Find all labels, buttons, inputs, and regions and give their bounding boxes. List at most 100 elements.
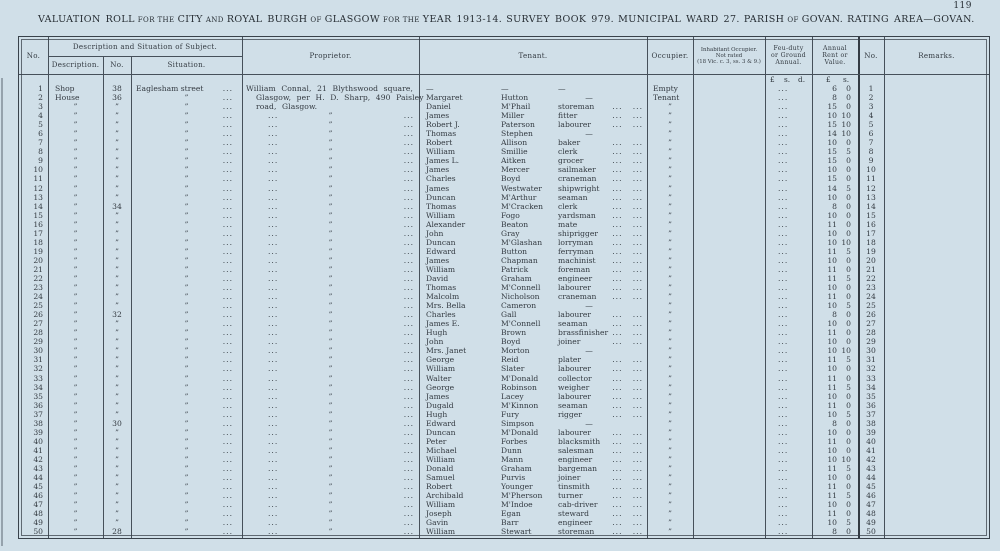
cell-entry-no-right: 39 bbox=[858, 428, 884, 437]
cell-description: ” bbox=[48, 292, 103, 301]
rent-pounds: 10 bbox=[827, 409, 837, 419]
tenant-surname: Gray bbox=[501, 228, 520, 238]
ditto-mark: ” bbox=[328, 491, 333, 501]
page-number: 119 bbox=[953, 1, 972, 11]
entry-no: 49 bbox=[33, 518, 43, 528]
cell-entry-no: 18 bbox=[19, 238, 48, 247]
rent-shillings: 10 bbox=[841, 120, 851, 130]
cell-proprietor: ...”... bbox=[242, 500, 419, 509]
cell-situation: ”... bbox=[131, 292, 242, 301]
col-header-occupier: Occupier. bbox=[651, 50, 689, 60]
cell-occupier: ” bbox=[647, 527, 693, 536]
leader-dots: ... bbox=[403, 454, 414, 464]
leader-dots: ... bbox=[403, 400, 414, 410]
title-segment: FOR THE bbox=[383, 16, 420, 24]
cell-description: ” bbox=[48, 220, 103, 229]
entry-no: 3 bbox=[868, 102, 874, 112]
leader-dots: ... bbox=[778, 500, 789, 510]
title-segment: PARISH bbox=[743, 14, 785, 25]
ditto-mark: ” bbox=[73, 355, 78, 365]
cell-feu: ... bbox=[765, 84, 812, 93]
rent-shillings: 0 bbox=[846, 292, 851, 302]
entry-no: 25 bbox=[866, 301, 876, 311]
rent-shillings: 0 bbox=[846, 436, 851, 446]
cell-description: ” bbox=[48, 184, 103, 193]
ditto-mark: ” bbox=[668, 102, 672, 112]
tenant-occupation: seaman bbox=[558, 400, 588, 410]
cell-occupier: ” bbox=[647, 401, 693, 410]
leader-dots: ... ... bbox=[612, 147, 643, 157]
ditto-mark: ” bbox=[73, 264, 78, 274]
cell-tenant: Robert J. Paterson labourer... ... bbox=[419, 120, 647, 129]
leader-dots: ... bbox=[268, 509, 279, 519]
ditto-mark: ” bbox=[668, 518, 672, 528]
leader-dots: ... ... bbox=[612, 454, 643, 464]
ditto-mark: ” bbox=[73, 165, 78, 175]
leader-dots: ... bbox=[222, 264, 233, 274]
cell-rent: 10 0 bbox=[812, 229, 858, 238]
cell-occupier: ” bbox=[647, 419, 693, 428]
cell-house-no: ” bbox=[103, 174, 131, 183]
tenant-forename: James bbox=[426, 255, 450, 265]
cell-description: ” bbox=[48, 174, 103, 183]
column-situation: Eaglesham street...”...”...”...”...”...”… bbox=[131, 84, 242, 537]
cell-inhabitant bbox=[693, 364, 765, 373]
cell-entry-no: 36 bbox=[19, 401, 48, 410]
ditto-mark: ” bbox=[328, 255, 333, 265]
ditto-mark: ” bbox=[115, 102, 119, 112]
tenant-forename: Robert J. bbox=[426, 120, 460, 130]
cell-situation: Eaglesham street... bbox=[131, 84, 242, 93]
cell-entry-no-right: 20 bbox=[858, 256, 884, 265]
ditto-mark: ” bbox=[668, 292, 672, 302]
cell-description: ” bbox=[48, 129, 103, 138]
leader-dots: ... bbox=[268, 201, 279, 211]
cell-rent: 11 0 bbox=[812, 482, 858, 491]
rent-pounds: 11 bbox=[827, 482, 837, 492]
ditto-mark: ” bbox=[73, 111, 78, 121]
tenant-occupation: blacksmith bbox=[558, 436, 601, 446]
leader-dots: ... bbox=[778, 147, 789, 157]
leader-dots: ... bbox=[403, 129, 414, 139]
cell-rent: 10 0 bbox=[812, 337, 858, 346]
rent-pounds: 10 bbox=[827, 192, 837, 202]
leader-dots: ... bbox=[222, 463, 233, 473]
cell-feu: ... bbox=[765, 184, 812, 193]
title-segment: YEAR 1913-14. bbox=[422, 14, 503, 25]
cell-entry-no-right: 31 bbox=[858, 355, 884, 364]
cell-proprietor: ...”... bbox=[242, 509, 419, 518]
tenant-forename: William bbox=[426, 500, 456, 510]
rule-no-left bbox=[48, 37, 49, 538]
rule-description bbox=[103, 56, 104, 538]
cell-entry-no: 2 bbox=[19, 93, 48, 102]
rent-shillings: 10 bbox=[841, 129, 851, 139]
cell-tenant: Mrs. Janet Morton — bbox=[419, 346, 647, 355]
cell-tenant: William M'Indoe cab-driver... ... bbox=[419, 500, 647, 509]
cell-proprietor: ...”... bbox=[242, 355, 419, 364]
cell-description: ” bbox=[48, 446, 103, 455]
cell-house-no: ” bbox=[103, 491, 131, 500]
tenant-forename: Robert bbox=[426, 138, 453, 148]
rent-shillings: 5 bbox=[846, 491, 851, 501]
entry-no: 45 bbox=[866, 482, 876, 492]
ditto-mark: ” bbox=[668, 183, 672, 193]
cell-tenant: Duncan M'Donald labourer... ... bbox=[419, 428, 647, 437]
cell-proprietor: ...”... bbox=[242, 482, 419, 491]
cell-rent: 15 0 bbox=[812, 156, 858, 165]
house-no-text: 28 bbox=[112, 527, 122, 537]
rent-pounds: 6 bbox=[832, 84, 837, 93]
cell-situation: ”... bbox=[131, 346, 242, 355]
leader-dots: ... bbox=[268, 364, 279, 374]
cell-entry-no: 39 bbox=[19, 428, 48, 437]
entry-no: 10 bbox=[33, 165, 43, 175]
cell-tenant: Margaret Hutton — bbox=[419, 93, 647, 102]
entry-no: 42 bbox=[866, 454, 876, 464]
tenant-occupation: tinsmith bbox=[558, 482, 590, 492]
leader-dots: ... bbox=[222, 237, 233, 247]
ditto-mark: ” bbox=[328, 219, 333, 229]
cell-remarks bbox=[884, 184, 989, 193]
leader-dots: ... bbox=[222, 147, 233, 157]
leader-dots: ... bbox=[268, 473, 279, 483]
ditto-mark: ” bbox=[184, 292, 189, 302]
tenant-forename: James bbox=[426, 183, 450, 193]
cell-tenant: Charles Gall labourer... ... bbox=[419, 310, 647, 319]
